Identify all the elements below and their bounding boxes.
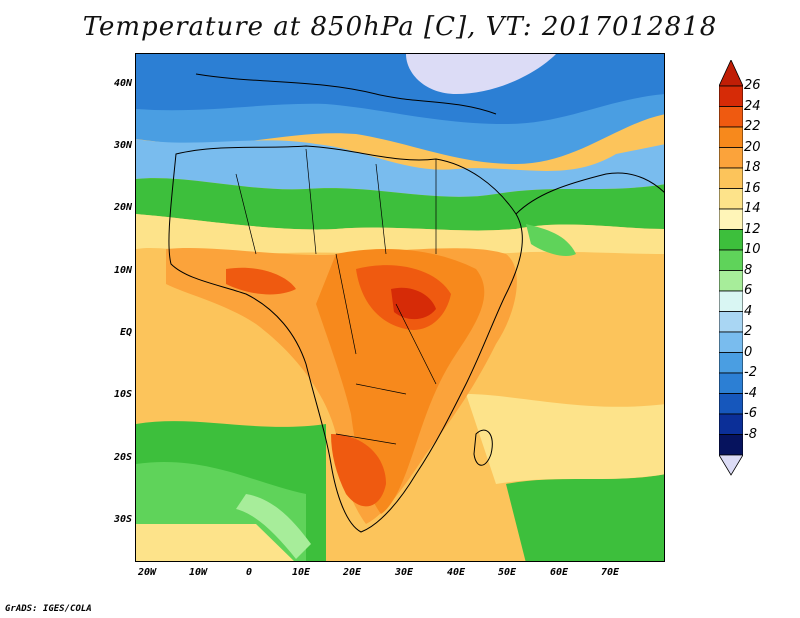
x-tick-label: 40E	[446, 567, 466, 578]
colorbar-label: 10	[744, 242, 761, 257]
colorbar-swatch	[719, 229, 743, 251]
field-balkans-cold	[406, 54, 556, 94]
field-sahel-yellow	[136, 214, 664, 256]
colorbar-label: 18	[744, 160, 761, 175]
temperature-map	[135, 53, 665, 562]
colorbar-swatch	[719, 249, 743, 271]
colorbar-swatch	[719, 290, 743, 312]
y-tick-label: 40N	[113, 78, 132, 89]
colorbar-label: -6	[744, 406, 757, 421]
colorbar-swatch	[719, 126, 743, 148]
colorbar-swatch	[719, 352, 743, 374]
colorbar-swatch	[719, 372, 743, 394]
africa-coastline	[168, 145, 523, 533]
y-tick-label: 20S	[113, 452, 132, 463]
colorbar-swatch	[719, 434, 743, 456]
y-tick-label: 10N	[113, 265, 132, 276]
x-tick-label: 10W	[188, 567, 208, 578]
colorbar-label: 8	[744, 262, 753, 278]
x-tick-label: 60E	[549, 567, 569, 578]
field-north-africa-lightblue	[136, 139, 664, 197]
field-arabia-green	[526, 224, 576, 256]
colorbar-label: 4	[744, 303, 753, 319]
field-southern-hotspot	[331, 434, 386, 507]
field-sahara-green	[136, 178, 664, 231]
colorbar-swatch	[719, 106, 743, 128]
field-indian-yellow	[466, 394, 664, 484]
colorbar-swatch	[719, 167, 743, 189]
colorbar-swatch	[719, 270, 743, 292]
colorbar-swatch	[719, 208, 743, 230]
colorbar	[719, 60, 743, 476]
x-tick-label: 30E	[394, 567, 414, 578]
y-tick-label: 30S	[113, 514, 132, 525]
x-tick-label: 10E	[291, 567, 311, 578]
colorbar-label: -4	[744, 385, 757, 401]
colorbar-label: -2	[744, 365, 757, 380]
x-tick-label: 50E	[497, 567, 517, 578]
arabia-outline	[515, 172, 664, 215]
europe-outline	[195, 73, 497, 115]
colorbar-swatch	[719, 85, 743, 107]
map-title: Temperature at 850hPa [C], VT: 201701281…	[82, 12, 718, 42]
colorbar-swatch	[719, 311, 743, 333]
colorbar-label: 2	[744, 324, 753, 339]
colorbar-under-triangle	[719, 454, 743, 476]
y-tick-label: 30N	[113, 140, 132, 151]
country-borders	[235, 148, 437, 445]
colorbar-label: 20	[744, 139, 761, 155]
colorbar-label: 22	[744, 119, 761, 134]
colorbar-label: 0	[744, 344, 753, 360]
colorbar-swatch	[719, 393, 743, 415]
field-west-hotspot	[226, 267, 296, 295]
y-tick-label: EQ	[119, 327, 132, 338]
colorbar-label: 12	[744, 221, 761, 237]
colorbar-label: 26	[744, 78, 761, 93]
x-tick-label: 20E	[342, 567, 362, 578]
colorbar-label: 14	[744, 201, 761, 216]
madagascar-outline	[473, 429, 493, 466]
colorbar-label: 16	[744, 180, 761, 196]
x-tick-label: 20W	[137, 567, 157, 578]
field-east-hotspot	[391, 287, 436, 320]
colorbar-label: -8	[744, 426, 757, 442]
colorbar-swatch	[719, 188, 743, 210]
credit-label: GrADS: IGES/COLA	[5, 604, 92, 614]
field-south-atlantic-pale	[236, 494, 311, 559]
colorbar-label: 6	[744, 283, 753, 298]
y-tick-label: 20N	[113, 202, 132, 213]
temperature-field	[136, 54, 664, 561]
y-tick-label: 10S	[113, 389, 132, 400]
colorbar-swatch	[719, 331, 743, 353]
colorbar-label: 24	[744, 98, 761, 114]
colorbar-swatch	[719, 413, 743, 435]
field-south-indian-green	[506, 474, 664, 561]
field-south-atlantic-yellow	[136, 524, 294, 561]
x-tick-label: 0	[245, 567, 253, 578]
x-tick-label: 70E	[600, 567, 620, 578]
colorbar-over-triangle	[719, 60, 743, 87]
colorbar-swatch	[719, 147, 743, 169]
